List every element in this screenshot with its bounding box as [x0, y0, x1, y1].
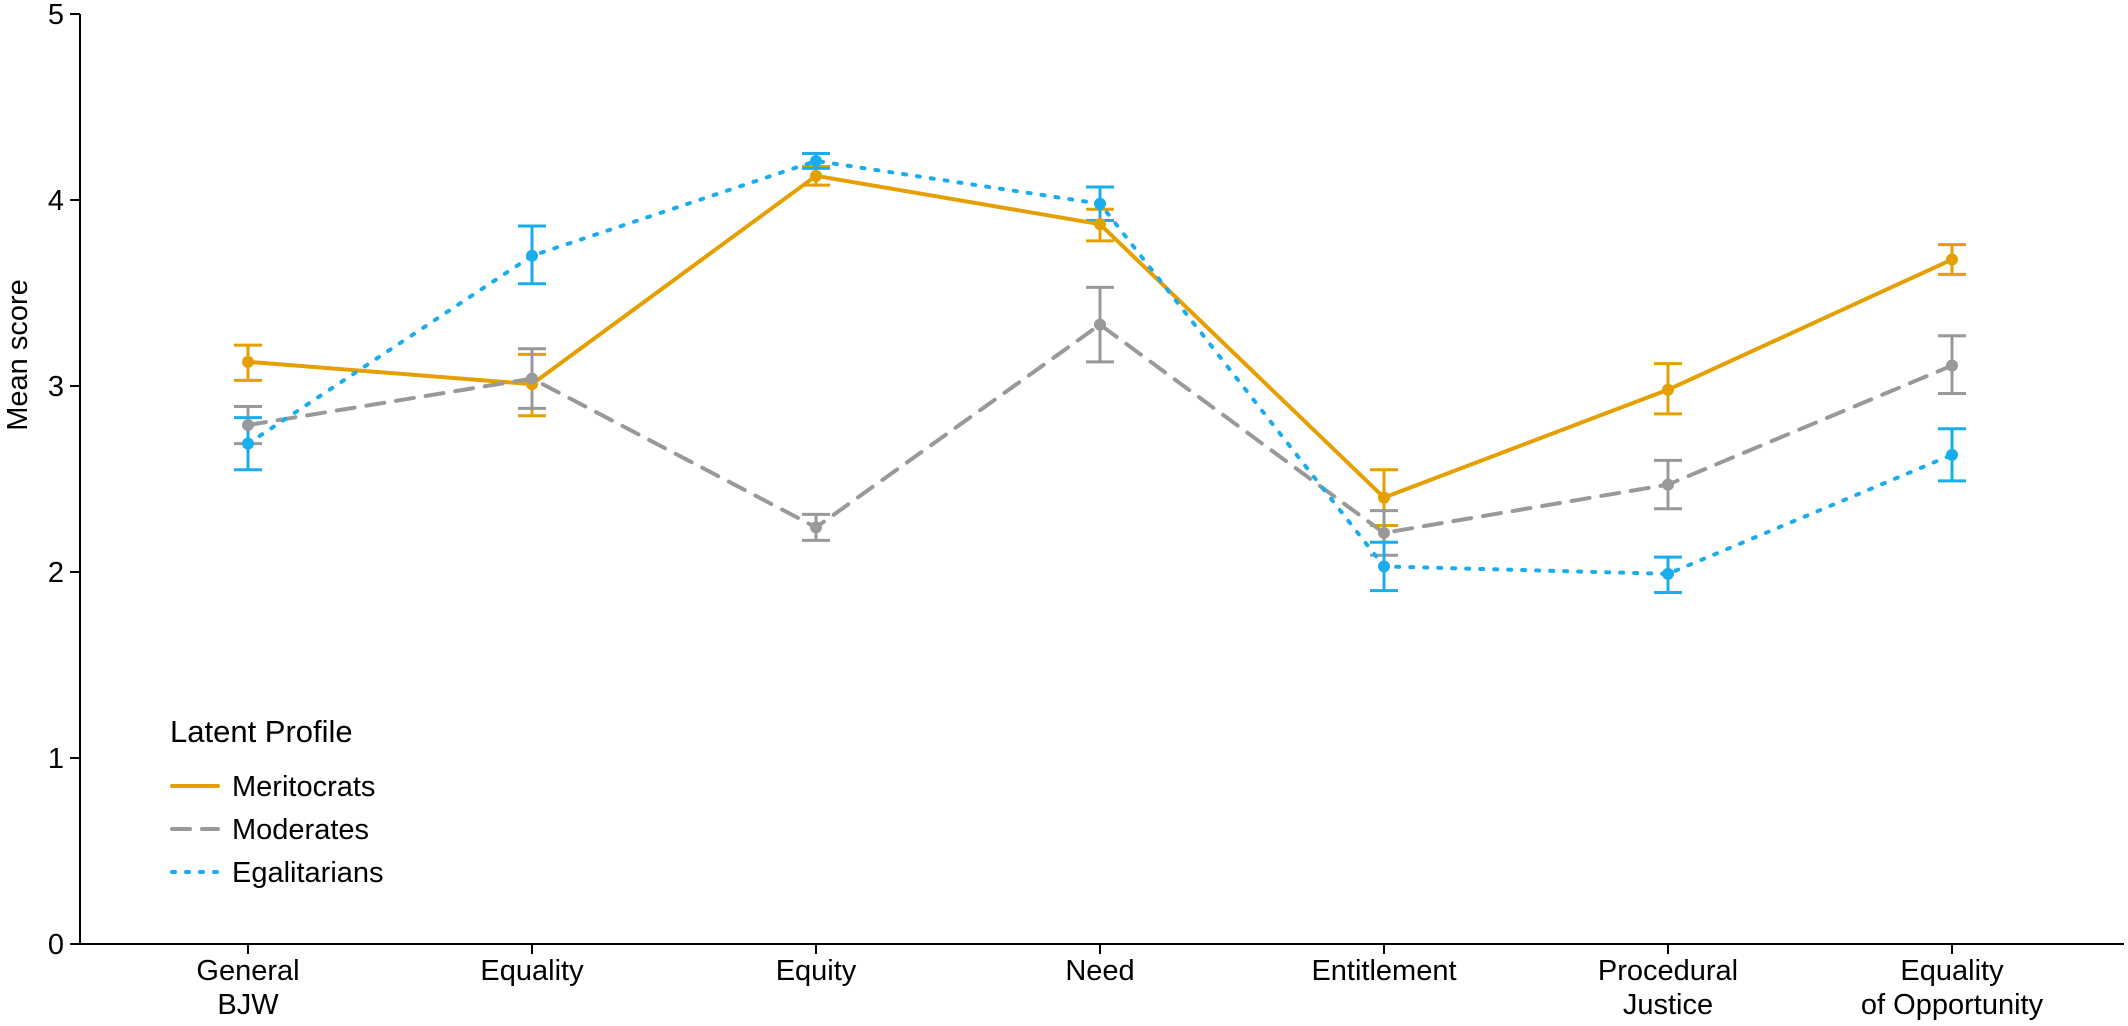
legend-item: Meritocrats [170, 771, 375, 803]
data-point [1094, 197, 1106, 210]
y-tick-label: 2 [48, 557, 64, 589]
y-tick-label: 4 [48, 185, 64, 217]
x-tick-label: Need [1065, 955, 1134, 987]
data-point [242, 419, 254, 432]
data-point [1662, 567, 1674, 580]
x-tick-label: Procedural [1598, 955, 1738, 987]
data-point [810, 169, 822, 182]
x-tick-label: Justice [1623, 989, 1713, 1021]
data-point [1378, 491, 1390, 504]
y-tick-label: 3 [48, 371, 64, 403]
x-tick-label: Equity [776, 955, 857, 987]
data-point [526, 372, 538, 385]
data-point [1662, 383, 1674, 396]
legend-item: Egalitarians [170, 857, 384, 889]
legend-title: Latent Profile [170, 714, 353, 749]
x-tick-label: General [196, 955, 299, 987]
legend-item: Moderates [170, 814, 369, 846]
data-point [810, 154, 822, 167]
data-point [1094, 318, 1106, 331]
y-ticks: 0 1 2 3 4 5 [48, 0, 80, 961]
data-point [1378, 526, 1390, 539]
data-point [1946, 448, 1958, 461]
data-point [1946, 253, 1958, 266]
y-axis-title: Mean score [2, 279, 34, 431]
x-tick-label: of Opportunity [1861, 989, 2044, 1021]
data-point [242, 355, 254, 368]
x-tick-label: Entitlement [1311, 955, 1456, 987]
data-point [526, 249, 538, 262]
x-tick-label: Equality [1900, 955, 2004, 987]
y-tick-label: 0 [48, 929, 64, 961]
legend: Latent Profile Meritocrats Moderates Egali… [170, 714, 384, 889]
legend-label: Egalitarians [232, 857, 384, 889]
x-tick-label: Equality [480, 955, 584, 987]
legend-label: Moderates [232, 814, 369, 846]
data-point [1094, 218, 1106, 231]
data-point [1662, 478, 1674, 491]
data-point [242, 437, 254, 450]
legend-items: Meritocrats Moderates Egalitarians [170, 771, 384, 889]
data-point [1946, 359, 1958, 372]
series-points [242, 154, 1958, 580]
legend-label: Meritocrats [232, 771, 375, 803]
data-point [1378, 560, 1390, 573]
x-tick-label: BJW [217, 989, 279, 1021]
y-tick-label: 1 [48, 743, 64, 775]
data-point [810, 521, 822, 534]
y-tick-label: 5 [48, 0, 64, 31]
